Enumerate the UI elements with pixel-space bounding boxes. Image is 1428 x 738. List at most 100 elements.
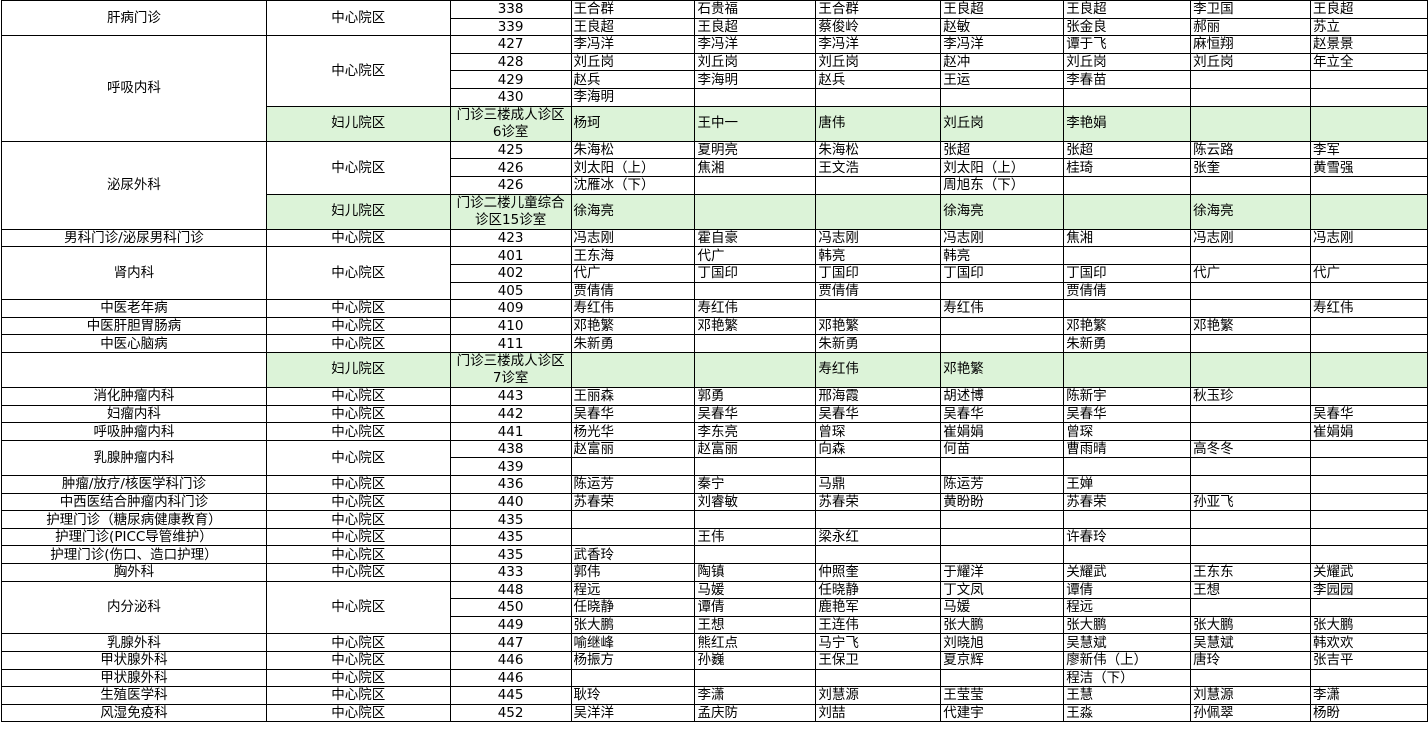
doctor-cell[interactable]: 王连伟 bbox=[815, 615, 942, 635]
room-cell[interactable]: 426 bbox=[449, 175, 572, 195]
campus-cell[interactable]: 中心院区 bbox=[265, 650, 451, 670]
room-cell[interactable]: 433 bbox=[449, 563, 572, 582]
doctor-cell[interactable]: 高冬冬 bbox=[1190, 439, 1312, 459]
room-cell[interactable]: 446 bbox=[449, 650, 572, 670]
doctor-cell[interactable]: 马媛 bbox=[940, 598, 1065, 617]
doctor-cell[interactable] bbox=[815, 457, 942, 477]
campus-cell[interactable]: 中心院区 bbox=[265, 475, 451, 494]
doctor-cell[interactable]: 李艳娟 bbox=[1063, 105, 1192, 142]
doctor-cell[interactable] bbox=[1190, 510, 1312, 529]
room-cell[interactable]: 425 bbox=[449, 140, 572, 160]
doctor-cell[interactable]: 代广 bbox=[1310, 263, 1428, 283]
campus-cell[interactable]: 中心院区 bbox=[265, 246, 451, 301]
doctor-cell[interactable]: 吴慧斌 bbox=[1190, 633, 1312, 652]
doctor-cell[interactable] bbox=[1310, 87, 1428, 107]
doctor-cell[interactable]: 熊红点 bbox=[694, 633, 817, 652]
doctor-cell[interactable]: 邓艳繁 bbox=[815, 316, 942, 336]
doctor-cell[interactable]: 赵兵 bbox=[570, 70, 696, 89]
doctor-cell[interactable]: 杨珂 bbox=[570, 105, 696, 142]
department-cell[interactable]: 护理门诊(PICC导管维护） bbox=[1, 527, 267, 547]
doctor-cell[interactable]: 谭于飞 bbox=[1063, 35, 1192, 54]
doctor-cell[interactable]: 王中一 bbox=[694, 105, 817, 142]
doctor-cell[interactable]: 吴春华 bbox=[815, 404, 942, 424]
doctor-cell[interactable]: 邓艳繁 bbox=[1190, 316, 1312, 336]
campus-cell[interactable]: 中心院区 bbox=[265, 563, 451, 582]
doctor-cell[interactable]: 代建宇 bbox=[940, 703, 1065, 723]
doctor-cell[interactable]: 代广 bbox=[694, 246, 817, 265]
doctor-cell[interactable]: 丁国印 bbox=[940, 263, 1065, 283]
doctor-cell[interactable] bbox=[694, 457, 817, 477]
doctor-cell[interactable]: 朱海松 bbox=[570, 140, 696, 160]
room-cell[interactable]: 门诊三楼成人诊区6诊室 bbox=[449, 105, 572, 142]
room-cell[interactable]: 409 bbox=[449, 299, 572, 318]
doctor-cell[interactable]: 张大鹏 bbox=[570, 615, 696, 635]
doctor-cell[interactable] bbox=[1190, 668, 1312, 688]
doctor-cell[interactable]: 寿红伟 bbox=[815, 351, 942, 389]
doctor-cell[interactable]: 刘晓旭 bbox=[940, 633, 1065, 652]
doctor-cell[interactable]: 程远 bbox=[570, 580, 696, 600]
department-cell[interactable]: 呼吸肿瘤内科 bbox=[1, 422, 267, 441]
doctor-cell[interactable] bbox=[1063, 510, 1192, 529]
room-cell[interactable]: 338 bbox=[449, 0, 572, 19]
doctor-cell[interactable]: 吴春华 bbox=[570, 404, 696, 424]
doctor-cell[interactable]: 王合群 bbox=[815, 0, 942, 19]
doctor-cell[interactable] bbox=[1310, 439, 1428, 459]
doctor-cell[interactable] bbox=[1190, 334, 1312, 353]
doctor-cell[interactable]: 程远 bbox=[1063, 598, 1192, 617]
doctor-cell[interactable]: 刘丘岗 bbox=[694, 52, 817, 72]
doctor-cell[interactable] bbox=[1310, 193, 1428, 230]
campus-cell[interactable]: 中心院区 bbox=[265, 492, 451, 512]
doctor-cell[interactable]: 苏春荣 bbox=[815, 492, 942, 512]
room-cell[interactable]: 门诊三楼成人诊区7诊室 bbox=[449, 351, 572, 389]
room-cell[interactable]: 435 bbox=[449, 545, 572, 564]
doctor-cell[interactable]: 赵富丽 bbox=[694, 439, 817, 459]
doctor-cell[interactable] bbox=[1310, 316, 1428, 336]
doctor-cell[interactable]: 苏立 bbox=[1310, 17, 1428, 37]
doctor-cell[interactable]: 贾倩倩 bbox=[570, 281, 696, 301]
room-cell[interactable]: 429 bbox=[449, 70, 572, 89]
doctor-cell[interactable]: 李海明 bbox=[570, 87, 696, 107]
department-cell[interactable]: 消化肿瘤内科 bbox=[1, 387, 267, 406]
doctor-cell[interactable]: 李卫国 bbox=[1190, 0, 1312, 19]
doctor-cell[interactable] bbox=[694, 545, 817, 564]
doctor-cell[interactable]: 邓艳繁 bbox=[570, 316, 696, 336]
campus-cell[interactable]: 中心院区 bbox=[265, 228, 451, 248]
doctor-cell[interactable] bbox=[815, 545, 942, 564]
campus-cell[interactable]: 中心院区 bbox=[265, 510, 451, 529]
doctor-cell[interactable]: 孙巍 bbox=[694, 650, 817, 670]
doctor-cell[interactable]: 寿红伟 bbox=[694, 299, 817, 318]
doctor-cell[interactable] bbox=[1190, 87, 1312, 107]
doctor-cell[interactable]: 刘喆 bbox=[815, 703, 942, 723]
room-cell[interactable]: 401 bbox=[449, 246, 572, 265]
doctor-cell[interactable] bbox=[1310, 70, 1428, 89]
doctor-cell[interactable] bbox=[694, 87, 817, 107]
doctor-cell[interactable] bbox=[940, 527, 1065, 547]
doctor-cell[interactable]: 朱新勇 bbox=[1063, 334, 1192, 353]
campus-cell[interactable]: 中心院区 bbox=[265, 439, 451, 477]
room-cell[interactable]: 448 bbox=[449, 580, 572, 600]
doctor-cell[interactable] bbox=[815, 668, 942, 688]
doctor-cell[interactable]: 马媛 bbox=[694, 580, 817, 600]
department-cell[interactable]: 甲状腺外科 bbox=[1, 668, 267, 688]
doctor-cell[interactable] bbox=[1190, 545, 1312, 564]
doctor-cell[interactable] bbox=[815, 175, 942, 195]
room-cell[interactable]: 428 bbox=[449, 52, 572, 72]
doctor-cell[interactable]: 邢海霞 bbox=[815, 387, 942, 406]
room-cell[interactable]: 411 bbox=[449, 334, 572, 353]
doctor-cell[interactable]: 冯志刚 bbox=[815, 228, 942, 248]
doctor-cell[interactable]: 马鼎 bbox=[815, 475, 942, 494]
doctor-cell[interactable]: 寿红伟 bbox=[940, 299, 1065, 318]
doctor-cell[interactable]: 杨盼 bbox=[1310, 703, 1428, 723]
doctor-cell[interactable] bbox=[694, 193, 817, 230]
doctor-cell[interactable] bbox=[1063, 87, 1192, 107]
doctor-cell[interactable]: 邓艳繁 bbox=[1063, 316, 1192, 336]
campus-cell[interactable]: 中心院区 bbox=[265, 404, 451, 424]
doctor-cell[interactable] bbox=[570, 457, 696, 477]
doctor-cell[interactable]: 刘慧源 bbox=[815, 686, 942, 705]
doctor-cell[interactable]: 王运 bbox=[940, 70, 1065, 89]
doctor-cell[interactable]: 刘太阳（上） bbox=[570, 158, 696, 177]
doctor-cell[interactable]: 王良超 bbox=[1310, 0, 1428, 19]
doctor-cell[interactable]: 陈运芳 bbox=[940, 475, 1065, 494]
doctor-cell[interactable]: 曹雨晴 bbox=[1063, 439, 1192, 459]
doctor-cell[interactable]: 王良超 bbox=[570, 17, 696, 37]
